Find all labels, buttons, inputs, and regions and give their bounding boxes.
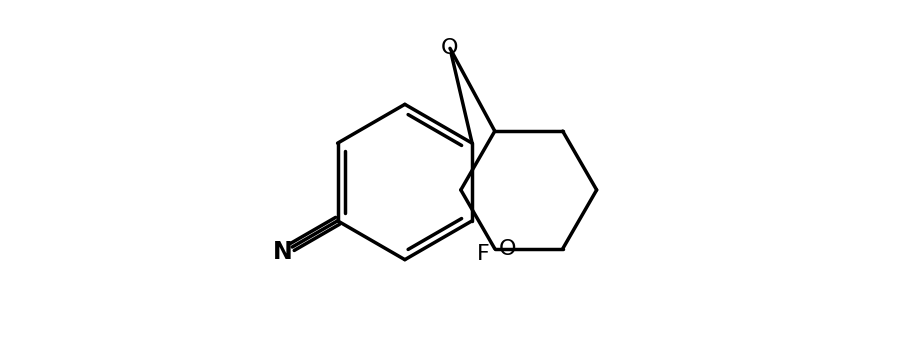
Text: O: O bbox=[499, 239, 516, 259]
Text: F: F bbox=[477, 244, 490, 264]
Text: N: N bbox=[273, 241, 292, 264]
Text: O: O bbox=[441, 38, 459, 58]
